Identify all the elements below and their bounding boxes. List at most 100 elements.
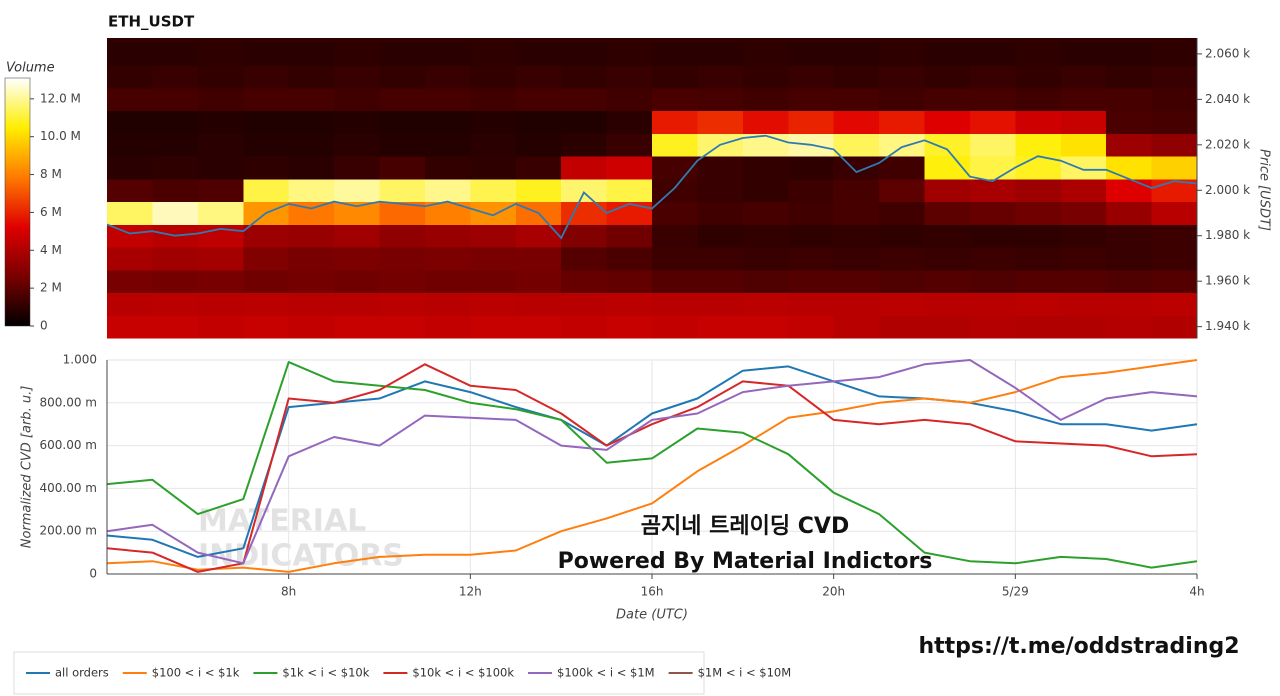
heatmap-cell (470, 178, 517, 203)
heatmap-cell (334, 178, 380, 203)
heatmap-cell (288, 133, 335, 157)
heatmap-cell (243, 292, 290, 316)
heatmap-cell (1015, 178, 1062, 203)
heatmap-cell (288, 224, 335, 248)
heatmap-cell (424, 292, 471, 316)
heatmap-cell (697, 65, 744, 89)
heatmap-cell (243, 42, 290, 66)
heatmap-cell (969, 269, 1016, 294)
y-tick-label: 2.060 k (1205, 46, 1250, 60)
heatmap-cell (107, 178, 153, 203)
heatmap-cell (152, 201, 199, 225)
heatmap-cell (652, 133, 698, 157)
cvd-line (106, 361, 1198, 569)
heatmap-cell (243, 156, 290, 180)
heatmap-cell (197, 224, 244, 248)
x-tick-label: 20h (822, 585, 845, 599)
heatmap-cell (515, 178, 562, 203)
heatmap-cell (969, 65, 1016, 89)
heatmap-cell (969, 110, 1016, 134)
heatmap-cell (197, 269, 244, 294)
heatmap-cell (424, 65, 471, 89)
heatmap-cell (152, 156, 199, 180)
heatmap-cell (1015, 201, 1062, 225)
heatmap-cell (788, 178, 835, 203)
legend-label: $1k < i < $10k (282, 666, 369, 680)
heatmap-cell (379, 201, 426, 225)
heatmap-cell (197, 292, 244, 316)
heatmap-cell (1151, 42, 1198, 66)
heatmap-cell (879, 247, 925, 271)
colorbar-tick-label: 0 (40, 319, 48, 333)
heatmap-cell (197, 42, 244, 66)
y-axis-label-right: Price [USDT] (1257, 149, 1272, 231)
heatmap-cell (742, 247, 789, 271)
heatmap-cell (197, 133, 244, 157)
heatmap-cell (652, 269, 698, 294)
heatmap-cell (879, 178, 925, 203)
heatmap-cell (652, 292, 698, 316)
heatmap-cell (107, 224, 153, 248)
heatmap-cell (379, 42, 426, 66)
heatmap-cell (1106, 224, 1153, 248)
heatmap-cell (606, 224, 653, 248)
heatmap-cell (697, 178, 744, 203)
heatmap-cell (697, 292, 744, 316)
heatmap-cell (742, 65, 789, 89)
heatmap-cell (1060, 315, 1107, 339)
heatmap-cell (606, 292, 653, 316)
colorbar (4, 77, 31, 327)
heatmap-cell (334, 269, 380, 294)
colorbar-tick-label: 8 M (40, 167, 62, 181)
heatmap-cell (788, 224, 835, 248)
heatmap-cell (606, 110, 653, 134)
legend-label: $10k < i < $100k (412, 666, 514, 680)
link[interactable]: https://t.me/oddstrading2 (918, 634, 1239, 659)
heatmap-cell (1015, 269, 1062, 294)
heatmap-cell (288, 178, 335, 203)
heatmap-cell (1151, 201, 1198, 225)
cvd-line (106, 359, 1198, 573)
heatmap-cell (1060, 178, 1107, 203)
heatmap-cell (379, 292, 426, 316)
heatmap-cell (561, 315, 608, 339)
heatmap-cell (924, 201, 971, 225)
heatmap-cell (742, 269, 789, 294)
heatmap-cell (879, 42, 925, 66)
heatmap-cell (379, 133, 426, 157)
heatmap-cell (470, 133, 517, 157)
heatmap-cell (334, 292, 380, 316)
heatmap-cell (742, 315, 789, 339)
heatmap-cell (788, 88, 835, 112)
heatmap-cell (107, 65, 153, 89)
heatmap-cell (924, 110, 971, 134)
heatmap-cell (924, 292, 971, 316)
heatmap-cell (334, 110, 380, 134)
heatmap-cell (424, 247, 471, 271)
colorbar-tick-label: 2 M (40, 281, 62, 295)
heatmap-cell (1015, 88, 1062, 112)
heatmap-cell (1015, 292, 1062, 316)
heatmap-cell (288, 88, 335, 112)
heatmap-cell (1106, 88, 1153, 112)
heatmap-cell (969, 201, 1016, 225)
heatmap-cell (288, 42, 335, 66)
heatmap-cell (424, 88, 471, 112)
heatmap-cell (879, 269, 925, 294)
heatmap-cell (197, 201, 244, 225)
heatmap-cell (833, 224, 880, 248)
heatmap-cell (652, 42, 698, 66)
heatmap-cell (879, 224, 925, 248)
heatmap-cell (197, 88, 244, 112)
heatmap-cell (879, 156, 925, 180)
heatmap-cell (833, 269, 880, 294)
x-tick-label: 8h (281, 585, 296, 599)
heatmap-cell (152, 88, 199, 112)
heatmap-cell (379, 65, 426, 89)
heatmap-cell (742, 88, 789, 112)
y-tick-label: 800.00 m (40, 395, 98, 409)
heatmap-cell (788, 247, 835, 271)
heatmap-cell (1060, 201, 1107, 225)
heatmap-cell (1015, 110, 1062, 134)
heatmap (107, 42, 1198, 339)
